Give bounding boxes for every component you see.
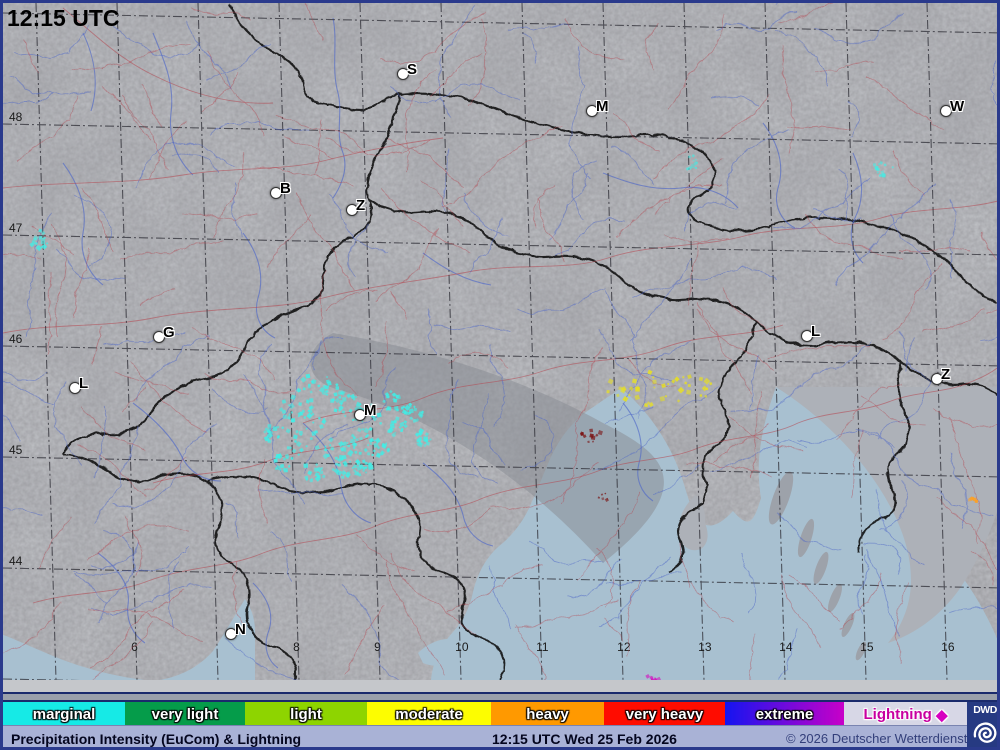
svg-text:46: 46 (9, 332, 23, 346)
svg-text:15: 15 (860, 640, 874, 654)
svg-text:45: 45 (9, 443, 23, 457)
svg-text:47: 47 (9, 221, 23, 235)
svg-text:44: 44 (9, 554, 23, 568)
svg-text:10: 10 (455, 640, 469, 654)
svg-text:8: 8 (293, 640, 300, 654)
svg-text:12: 12 (617, 640, 631, 654)
svg-text:13: 13 (698, 640, 712, 654)
svg-text:11: 11 (536, 640, 549, 654)
svg-text:9: 9 (374, 640, 381, 654)
svg-text:16: 16 (941, 640, 955, 654)
svg-text:48: 48 (9, 110, 23, 124)
